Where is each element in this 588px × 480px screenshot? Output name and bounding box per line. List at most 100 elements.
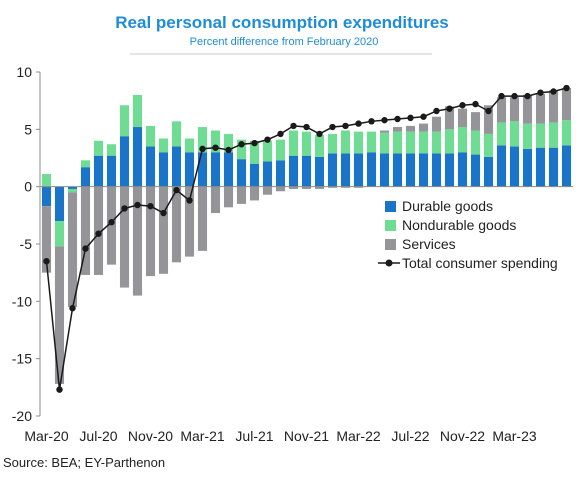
bar-nondurable bbox=[392, 131, 403, 154]
bar-durable bbox=[522, 148, 533, 187]
y-axis: 10 5 0 -5 -10 -15 -20 bbox=[12, 64, 41, 424]
total-point bbox=[147, 202, 154, 210]
legend-label-services: Services bbox=[402, 236, 456, 252]
bar-nondurable bbox=[418, 131, 429, 154]
bar-nondurable bbox=[470, 130, 481, 155]
total-point bbox=[459, 102, 466, 109]
bar-services bbox=[184, 186, 195, 257]
bar-durable bbox=[171, 146, 182, 187]
bar-nondurable bbox=[288, 130, 299, 156]
total-point bbox=[225, 146, 232, 154]
bar-services bbox=[158, 186, 169, 274]
bar-durable bbox=[197, 152, 208, 187]
bar-nondurable bbox=[223, 133, 234, 153]
y-tick-label: -5 bbox=[20, 236, 33, 252]
bar-services bbox=[535, 93, 546, 124]
total-line bbox=[43, 84, 570, 393]
bar-nondurable bbox=[522, 123, 533, 149]
bar-services bbox=[54, 246, 65, 384]
bar-services bbox=[262, 186, 273, 195]
bar-durable bbox=[366, 152, 377, 187]
bar-nondurable bbox=[67, 188, 78, 193]
bar-nondurable bbox=[327, 133, 338, 154]
total-point bbox=[485, 107, 492, 115]
legend-swatch-services bbox=[385, 239, 396, 250]
total-point bbox=[186, 197, 193, 204]
bar-durable bbox=[327, 153, 338, 187]
bar-durable bbox=[288, 155, 299, 187]
x-tick-label: Nov-20 bbox=[128, 428, 173, 444]
bar-nondurable bbox=[54, 221, 65, 247]
total-point bbox=[511, 92, 518, 100]
bar-nondurable bbox=[210, 130, 221, 153]
total-point bbox=[95, 230, 102, 237]
total-point bbox=[420, 113, 427, 120]
bar-durable bbox=[535, 147, 546, 187]
bar-durable bbox=[184, 152, 195, 187]
x-tick-label: Mar-20 bbox=[24, 428, 69, 444]
bar-durable bbox=[418, 153, 429, 187]
bar-services bbox=[314, 186, 325, 189]
bar-services bbox=[288, 186, 299, 189]
bar-services bbox=[418, 123, 429, 132]
total-point bbox=[472, 100, 479, 108]
bar-durable bbox=[496, 145, 507, 187]
bar-services bbox=[67, 192, 78, 308]
total-point bbox=[69, 305, 76, 312]
x-tick-label: Jul-20 bbox=[79, 428, 117, 444]
x-tick-label: Mar-22 bbox=[336, 428, 381, 444]
bar-nondurable bbox=[405, 131, 416, 154]
total-point bbox=[368, 118, 375, 125]
total-point bbox=[108, 219, 115, 226]
total-point bbox=[134, 201, 141, 209]
total-point bbox=[238, 141, 245, 148]
total-point bbox=[355, 120, 362, 127]
bar-nondurable bbox=[379, 132, 390, 154]
bar-nondurable bbox=[184, 138, 195, 153]
bar-durable bbox=[561, 145, 572, 187]
bar-durable bbox=[106, 155, 117, 187]
bar-services bbox=[496, 97, 507, 123]
total-point bbox=[264, 136, 271, 143]
bar-services bbox=[548, 90, 559, 123]
bar-durable bbox=[301, 155, 312, 187]
bar-durable bbox=[457, 152, 468, 187]
bar-services bbox=[249, 186, 260, 201]
total-point bbox=[212, 144, 219, 151]
total-point bbox=[303, 123, 310, 131]
legend-label-total: Total consumer spending bbox=[402, 255, 558, 271]
bar-nondurable bbox=[249, 140, 260, 164]
bar-nondurable bbox=[496, 122, 507, 146]
bar-durable bbox=[93, 155, 104, 187]
bar-durable bbox=[158, 152, 169, 187]
bar-durable bbox=[119, 136, 130, 187]
total-point bbox=[446, 105, 453, 112]
bar-nondurable bbox=[197, 127, 208, 153]
total-point bbox=[160, 209, 167, 217]
bar-durable bbox=[444, 153, 455, 187]
total-point bbox=[381, 116, 388, 124]
bar-services bbox=[405, 125, 416, 132]
bar-nondurable bbox=[483, 133, 494, 157]
bar-services bbox=[41, 206, 52, 273]
bar-nondurable bbox=[301, 131, 312, 156]
bar-services bbox=[275, 186, 286, 192]
bar-services bbox=[340, 186, 351, 188]
bar-durable bbox=[470, 154, 481, 187]
plot-area: 10 5 0 -5 -10 -15 -20 Mar-20 Jul-20 Nov-20 Mar-21… bbox=[12, 64, 573, 444]
bar-durable bbox=[67, 186, 78, 189]
bar-nondurable bbox=[314, 135, 325, 157]
bar-durable bbox=[548, 147, 559, 187]
bar-nondurable bbox=[236, 139, 247, 160]
bar-durable bbox=[379, 153, 390, 187]
bar-services bbox=[522, 94, 533, 124]
bar-services bbox=[470, 112, 481, 131]
total-point bbox=[121, 205, 128, 212]
legend-label-nondurable: Nondurable goods bbox=[402, 217, 516, 233]
total-point bbox=[173, 186, 180, 194]
x-tick-label: Nov-21 bbox=[284, 428, 329, 444]
total-point bbox=[394, 115, 401, 123]
x-tick-labels: Mar-20 Jul-20 Nov-20 Mar-21 Jul-21 Nov-21 Mar-… bbox=[24, 428, 537, 444]
bar-nondurable bbox=[145, 125, 156, 147]
bar-durable bbox=[223, 152, 234, 187]
